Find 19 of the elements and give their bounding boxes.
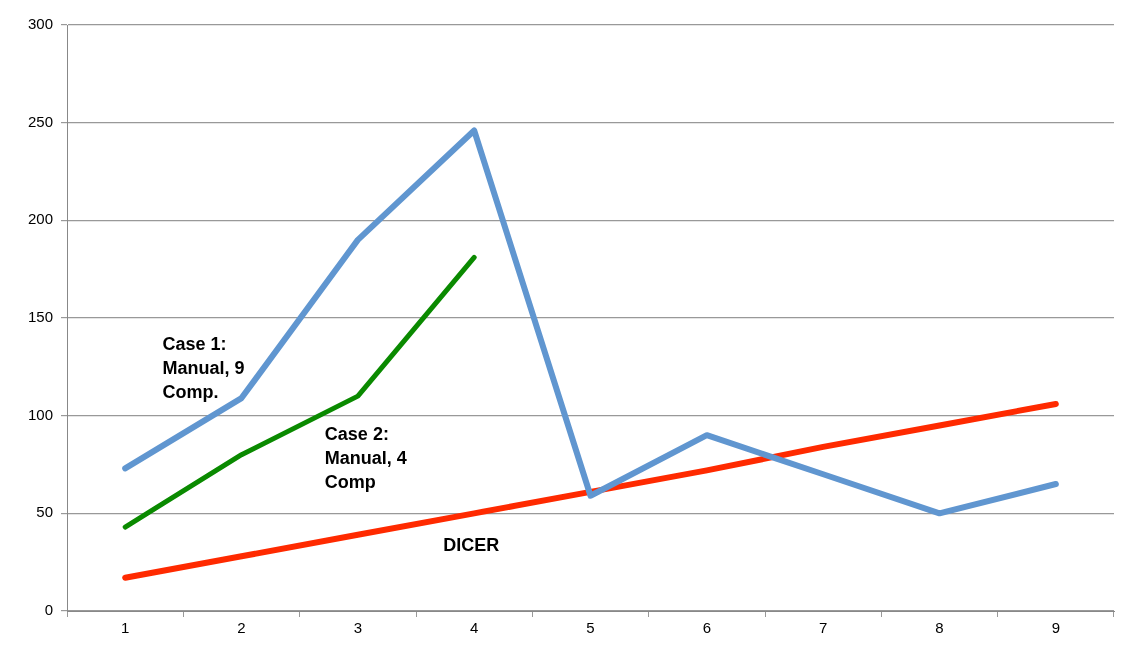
x-tick-label: 4 — [470, 619, 479, 637]
y-tick-label: 100 — [28, 405, 54, 423]
series-label: Case 2: Manual, 4 Comp — [324, 424, 407, 493]
y-tick-label: 200 — [28, 210, 54, 228]
y-tick-label: 50 — [36, 503, 54, 521]
x-tick-label: 5 — [586, 619, 595, 637]
x-tick-label: 3 — [353, 619, 363, 637]
x-tick-label: 6 — [702, 619, 712, 637]
x-tick-label: 9 — [1051, 619, 1061, 637]
x-tick-label: 2 — [237, 619, 246, 637]
y-tick-label: 300 — [28, 15, 54, 33]
x-tick-label: 1 — [121, 619, 130, 637]
y-tick-label: 0 — [44, 601, 54, 619]
series-label: Case 1: Manual, 9 Comp. — [162, 334, 245, 403]
y-tick-label: 250 — [28, 112, 54, 130]
series-label: DICER — [443, 535, 500, 556]
x-tick-label: 8 — [935, 619, 944, 637]
y-tick-label: 150 — [28, 308, 54, 326]
x-tick-label: 7 — [819, 619, 828, 637]
